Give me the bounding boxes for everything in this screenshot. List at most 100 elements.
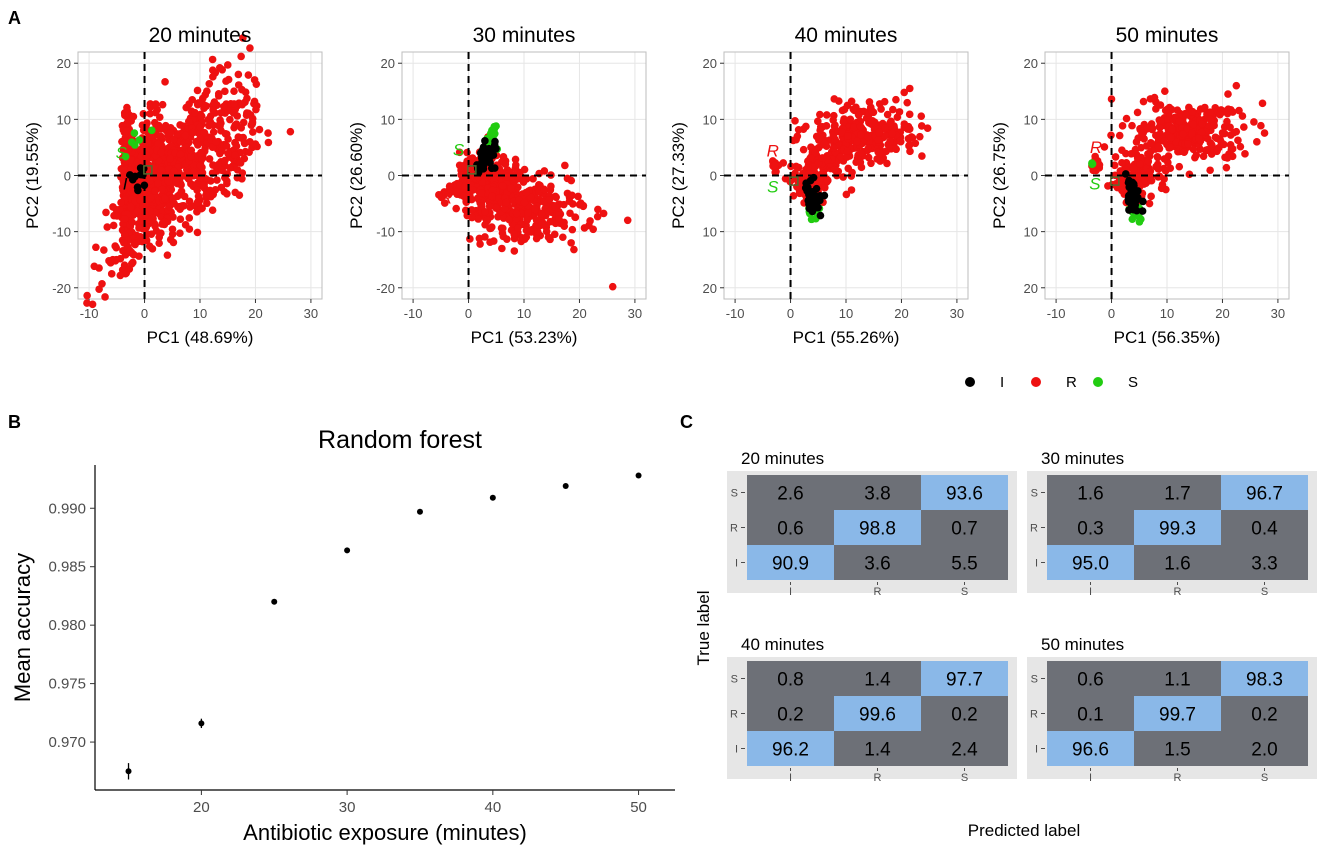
cell-value: 96.2: [772, 740, 809, 761]
point-R: [867, 159, 875, 168]
point-R: [537, 209, 546, 218]
point-R: [170, 167, 178, 176]
row-label: R: [1030, 523, 1038, 535]
matrix-cell: 90.9: [747, 545, 834, 580]
y-tick-label: -20: [52, 281, 71, 296]
point-R: [1118, 122, 1127, 130]
y-tick-label: 20: [703, 281, 717, 296]
legend-item-R: R: [1031, 374, 1077, 391]
point-R: [215, 64, 224, 72]
point-R: [1175, 117, 1184, 126]
point-R: [157, 132, 165, 141]
point-R: [524, 208, 532, 217]
point-R: [550, 230, 559, 239]
point-R: [843, 132, 852, 140]
x-tick-label: 0: [1108, 306, 1115, 321]
matrix-cell: 1.6: [1047, 475, 1134, 510]
point-R: [1167, 133, 1175, 142]
point-R: [264, 129, 272, 137]
point-R: [161, 194, 169, 203]
point-I: [1130, 185, 1138, 194]
cell-fill: [1221, 475, 1308, 510]
point-R: [1235, 106, 1243, 115]
point-R: [561, 161, 569, 170]
point-I: [483, 151, 491, 159]
point-R: [180, 192, 189, 201]
point-R: [874, 136, 883, 144]
point-R: [150, 118, 159, 127]
point-R: [905, 110, 914, 119]
matrix-cell: 1.7: [1134, 475, 1221, 510]
point-I: [479, 143, 488, 151]
point-R: [568, 191, 576, 200]
point-R: [212, 138, 220, 146]
point-R: [820, 139, 829, 148]
cell-fill: [747, 731, 834, 766]
point-R: [193, 228, 202, 237]
point-I: [1129, 180, 1138, 188]
point-R: [923, 124, 932, 132]
point-R: [1223, 154, 1232, 162]
point-R: [83, 299, 91, 307]
point-R: [202, 191, 210, 200]
point-R: [853, 137, 861, 146]
point-R: [816, 126, 824, 135]
x-tick-label: -10: [726, 306, 745, 321]
point-R: [1180, 148, 1188, 156]
x-tick-label: 20: [894, 306, 908, 321]
point-R: [811, 148, 820, 157]
point-R: [888, 129, 897, 138]
point-R: [789, 192, 798, 200]
point-R: [537, 221, 546, 229]
point-R: [139, 110, 148, 118]
point-R: [123, 180, 132, 189]
point-R: [918, 152, 926, 160]
point-R: [176, 150, 185, 159]
point-R: [1192, 151, 1201, 159]
point-R: [1194, 134, 1203, 143]
x-tick-label: 0: [141, 306, 148, 321]
point-R: [193, 86, 202, 95]
point-R: [900, 88, 909, 97]
point-R: [1184, 140, 1192, 148]
point-R: [599, 209, 608, 218]
legend-label: I: [1000, 374, 1004, 391]
point-R: [194, 141, 202, 149]
point-R: [1257, 121, 1265, 130]
point-R: [1163, 115, 1172, 124]
point-R: [574, 192, 582, 201]
cell-value: 1.4: [864, 670, 891, 691]
cell-value: 3.3: [1251, 554, 1277, 575]
point-I: [128, 175, 137, 184]
x-tick-label: 30: [339, 799, 356, 816]
point-R: [129, 250, 137, 259]
point-R: [829, 144, 838, 152]
point-R: [802, 122, 810, 131]
matrix-cell: 2.4: [921, 731, 1008, 766]
point-R: [823, 177, 832, 185]
matrix-cell: 1.5: [1134, 731, 1221, 766]
col-label: I: [1089, 586, 1092, 598]
y-tick-label: 0: [388, 169, 395, 184]
point-R: [197, 148, 205, 157]
point-R: [1154, 142, 1163, 151]
point-R: [1173, 106, 1182, 114]
point-R: [481, 207, 489, 216]
point-R: [197, 113, 205, 121]
y-tick-label: 20: [381, 56, 395, 71]
cell-fill: [834, 510, 921, 545]
point-R: [865, 98, 874, 106]
point-R: [198, 155, 206, 163]
matrix-cell: 1.4: [834, 661, 921, 696]
point-R: [100, 246, 108, 254]
point-R: [498, 244, 506, 253]
cell-value: 0.8: [777, 670, 803, 691]
point-R: [835, 97, 843, 105]
point-R: [1128, 121, 1136, 130]
point-S: [131, 141, 139, 149]
point-R: [208, 66, 217, 75]
cell-value: 96.6: [1072, 740, 1109, 761]
x-tick-label: 20: [248, 306, 262, 321]
point-I: [1132, 206, 1141, 215]
point-R: [455, 148, 464, 157]
